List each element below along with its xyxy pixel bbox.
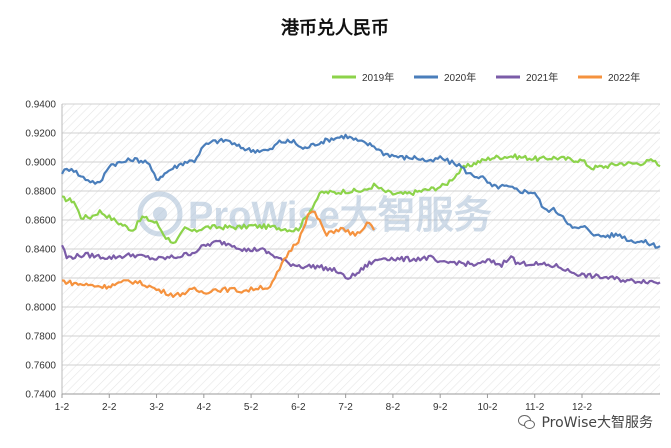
series-lines bbox=[61, 133, 661, 298]
y-tick-label: 0.8000 bbox=[25, 303, 56, 314]
y-tick-label: 0.8400 bbox=[25, 245, 56, 256]
x-tick-label: 11-2 bbox=[525, 402, 545, 413]
y-tick-label: 0.7800 bbox=[25, 332, 56, 343]
legend-label: 2022年 bbox=[608, 71, 640, 84]
x-tick-label: 7-2 bbox=[338, 402, 353, 413]
x-tick-label: 4-2 bbox=[197, 402, 212, 413]
footer-source: ProWise大智服务 bbox=[518, 412, 653, 432]
y-tick-label: 0.9000 bbox=[25, 158, 56, 169]
legend-label: 2019年 bbox=[362, 71, 394, 84]
legend-label: 2020年 bbox=[444, 71, 476, 84]
series-line-2020年 bbox=[61, 133, 661, 249]
footer-source-label: ProWise大智服务 bbox=[541, 415, 653, 431]
x-tick-label: 1-2 bbox=[55, 402, 70, 413]
x-tick-label: 12-2 bbox=[572, 402, 592, 413]
legend: 2019年 2020年 2021年 2022年 bbox=[332, 71, 640, 84]
chart-title: 港币兑人民币 bbox=[281, 17, 389, 39]
y-axis-ticks: 0.7400 0.7600 0.7800 0.8000 0.8200 0.8400 0.86… bbox=[25, 100, 56, 401]
x-tick-label: 5-2 bbox=[244, 402, 259, 413]
x-tick-label: 10-2 bbox=[477, 402, 497, 413]
y-tick-label: 0.7400 bbox=[25, 390, 56, 401]
series-line-2021年 bbox=[61, 239, 661, 285]
y-tick-label: 0.8800 bbox=[25, 187, 56, 198]
watermark-logo-inner-icon bbox=[153, 207, 167, 221]
series-line-2019年 bbox=[61, 153, 661, 245]
legend-label: 2021年 bbox=[526, 71, 558, 84]
wechat-icon bbox=[518, 415, 536, 429]
watermark-logo-icon bbox=[137, 191, 183, 237]
x-tick-label: 8-2 bbox=[386, 402, 401, 413]
x-axis-ticks: 1-2 2-2 3-2 4-2 5-2 6-2 7-2 8-2 9-2 10-2 11-2 12-2 bbox=[55, 394, 592, 413]
y-tick-label: 0.9400 bbox=[25, 100, 56, 111]
y-tick-label: 0.8600 bbox=[25, 216, 56, 227]
y-tick-label: 0.9200 bbox=[25, 129, 56, 140]
x-tick-label: 3-2 bbox=[149, 402, 164, 413]
x-tick-label: 9-2 bbox=[433, 402, 448, 413]
gridlines bbox=[61, 103, 660, 395]
y-tick-label: 0.8200 bbox=[25, 274, 56, 285]
x-tick-label: 2-2 bbox=[102, 402, 117, 413]
x-tick-label: 6-2 bbox=[291, 402, 306, 413]
series-line-2022年 bbox=[61, 210, 375, 298]
y-tick-label: 0.7600 bbox=[25, 361, 56, 372]
